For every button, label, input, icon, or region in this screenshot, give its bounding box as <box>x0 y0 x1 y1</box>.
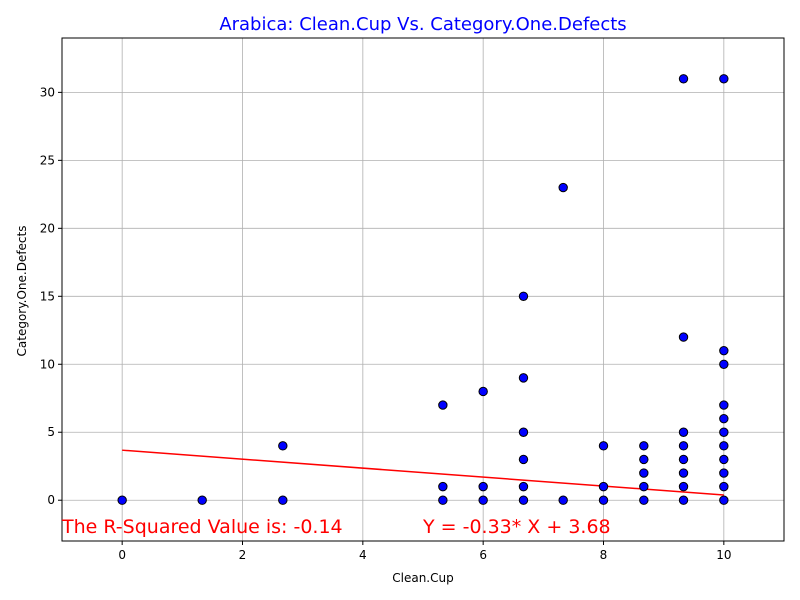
x-tick-label: 10 <box>716 548 731 562</box>
y-tick-label: 5 <box>47 425 55 439</box>
scatter-point <box>719 468 729 478</box>
scatter-point <box>278 495 288 505</box>
chart-title: Arabica: Clean.Cup Vs. Category.One.Defe… <box>219 14 626 35</box>
scatter-point <box>639 468 649 478</box>
grid <box>62 38 784 541</box>
scatter-point <box>438 400 448 410</box>
scatter-point <box>278 441 288 451</box>
y-tick-label: 25 <box>40 153 55 167</box>
y-tick-label: 10 <box>40 357 55 371</box>
x-tick-label: 4 <box>359 548 367 562</box>
scatter-point <box>639 481 649 492</box>
x-tick-label: 0 <box>118 548 126 562</box>
x-tick-label: 6 <box>479 548 487 562</box>
scatter-point <box>678 495 689 505</box>
scatter-point <box>518 481 529 492</box>
scatter-point <box>719 441 729 451</box>
scatter-point <box>678 427 689 437</box>
scatter-point <box>639 441 649 451</box>
scatter-point <box>518 495 529 505</box>
ticks: 0 2 4 6 8 10 0 5 10 15 20 25 30 <box>40 85 732 562</box>
scatter-point <box>558 182 568 193</box>
scatter-point <box>598 481 609 492</box>
scatter-point <box>719 400 729 410</box>
scatter-point <box>518 291 529 301</box>
scatter-point <box>719 454 729 465</box>
scatter-point <box>438 495 448 505</box>
scatter-point <box>719 74 729 84</box>
scatter-point <box>678 481 689 492</box>
x-axis-label: Clean.Cup <box>392 571 453 585</box>
scatter-point <box>518 454 529 465</box>
scatter-point <box>719 413 729 424</box>
scatter-point <box>719 427 729 437</box>
y-tick-label: 30 <box>40 85 55 99</box>
scatter-point <box>117 495 127 505</box>
scatter-point <box>478 495 488 505</box>
scatter-point <box>598 441 609 451</box>
scatter-point <box>478 386 488 397</box>
scatter-point <box>558 495 568 505</box>
scatter-point <box>197 495 207 505</box>
y-axis-label: Category.One.Defects <box>15 226 29 357</box>
scatter-point <box>438 481 448 492</box>
scatter-point <box>678 74 689 84</box>
points-layer <box>117 74 729 505</box>
scatter-point <box>678 468 689 478</box>
scatter-point <box>598 495 609 505</box>
regression-layer <box>122 449 724 496</box>
plot-frame <box>61 37 785 542</box>
scatter-point <box>518 373 529 383</box>
y-tick-label: 0 <box>47 493 55 507</box>
y-tick-label: 20 <box>40 221 55 235</box>
regression-equation-annotation: Y = -0.33* X + 3.68 <box>422 516 611 538</box>
scatter-point <box>478 481 488 492</box>
scatter-point <box>639 454 649 465</box>
scatter-point <box>518 427 529 437</box>
scatter-point <box>678 441 689 451</box>
scatter-point <box>719 495 729 505</box>
scatter-point <box>719 359 729 369</box>
scatter-point <box>719 481 729 492</box>
regression-line <box>122 449 724 496</box>
scatter-point <box>678 332 689 342</box>
scatter-point <box>639 495 649 505</box>
scatter-point <box>678 454 689 465</box>
x-tick-label: 8 <box>600 548 608 562</box>
scatter-point <box>719 345 729 356</box>
x-tick-label: 2 <box>239 548 247 562</box>
y-tick-label: 15 <box>40 289 55 303</box>
r-squared-annotation: The R-Squared Value is: -0.14 <box>61 516 343 538</box>
